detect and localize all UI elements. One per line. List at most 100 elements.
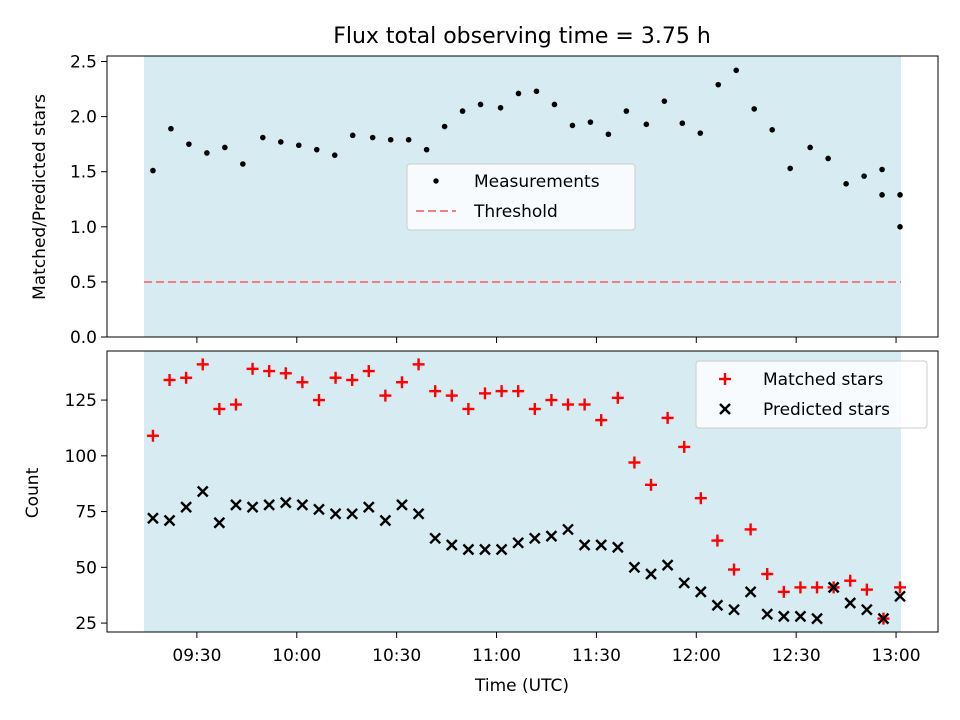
matched-star-point <box>744 523 757 536</box>
measurement-point <box>295 142 302 149</box>
measurement-point <box>679 120 686 127</box>
predicted-star-point <box>445 539 458 551</box>
matched-star-point <box>462 402 475 415</box>
predicted-star-point <box>213 516 226 529</box>
predicted-star-point <box>645 568 657 580</box>
matched-star-point <box>429 385 442 398</box>
bottom-xtick-label: 09:30 <box>172 646 221 666</box>
matched-star-point <box>246 362 259 375</box>
bottom-axes-frame <box>106 350 939 633</box>
predicted-star-point <box>711 599 724 612</box>
measurement-point <box>260 134 266 141</box>
measurement-point <box>697 130 704 136</box>
bottom-x-label: Time (UTC) <box>474 676 569 696</box>
predicted-star-point <box>611 541 624 554</box>
measurement-point <box>605 131 612 138</box>
predicted-star-point <box>429 532 442 545</box>
bottom-xtick-label: 10:00 <box>272 646 321 666</box>
matched-stars-points <box>146 358 907 625</box>
predicted-star-point <box>246 501 259 513</box>
matched-star-point <box>678 440 691 453</box>
top-title: Flux total observing time = 3.75 h <box>333 24 711 49</box>
matched-star-point <box>362 365 375 378</box>
matched-star-point <box>777 585 790 598</box>
top-legend: Measurements Threshold <box>406 163 636 231</box>
matched-star-point <box>628 456 641 469</box>
legend-matched-label: Matched stars <box>763 370 883 390</box>
top-x-ticks <box>196 337 897 343</box>
predicted-star-point <box>479 543 491 556</box>
matched-star-point <box>661 411 674 424</box>
top-y-ticks: 0.0 0.5 1.0 1.5 2.0 2.5 <box>70 53 107 348</box>
predicted-star-point <box>694 586 707 598</box>
predicted-star-point <box>761 608 774 621</box>
bottom-xtick-label: 13:00 <box>872 646 921 666</box>
matched-star-point <box>296 376 309 389</box>
measurement-points <box>150 67 903 230</box>
matched-star-point <box>761 568 774 581</box>
top-ytick-label: 0.5 <box>70 273 97 293</box>
bottom-ytick-label: 75 <box>75 503 97 523</box>
measurement-point <box>313 146 320 153</box>
predicted-star-point <box>462 543 475 556</box>
matched-star-point <box>346 373 359 386</box>
measurement-point <box>551 101 558 108</box>
predicted-star-point <box>728 603 740 616</box>
measurement-point <box>387 136 394 143</box>
matched-star-point <box>495 385 508 398</box>
matched-star-point <box>196 358 209 371</box>
measurement-point <box>623 108 630 114</box>
measurement-point <box>769 127 775 133</box>
matched-star-point <box>263 365 276 378</box>
bottom-y-label: Count <box>23 467 43 518</box>
bottom-ytick-label: 100 <box>65 447 97 467</box>
measurement-point <box>751 106 758 112</box>
predicted-star-point <box>362 501 375 513</box>
predicted-star-point <box>794 610 807 623</box>
measurement-point <box>515 90 522 97</box>
measurement-point <box>897 224 903 230</box>
matched-star-point <box>595 414 608 427</box>
measurement-point <box>459 108 466 114</box>
measurement-point <box>497 104 504 111</box>
bottom-xtick-label: 12:30 <box>772 646 821 666</box>
matched-star-point <box>844 574 857 587</box>
matched-star-point <box>894 581 907 594</box>
matched-star-point <box>412 358 425 371</box>
predicted-star-point <box>512 536 525 549</box>
matched-star-point <box>329 371 342 384</box>
legend-matched-marker <box>719 373 731 385</box>
measurement-point <box>441 123 448 130</box>
matched-star-point <box>611 391 624 404</box>
predicted-star-point <box>263 499 276 511</box>
predicted-star-point <box>562 523 574 536</box>
measurement-point <box>369 134 376 141</box>
legend-predicted-label: Predicted stars <box>763 400 890 420</box>
predicted-star-point <box>230 499 242 511</box>
matched-star-point <box>312 394 325 407</box>
matched-star-point <box>528 402 541 415</box>
measurement-point <box>150 167 156 174</box>
matched-star-point <box>545 394 558 407</box>
predicted-star-point <box>313 503 325 516</box>
matched-star-point <box>395 376 408 389</box>
matched-star-point <box>711 534 724 547</box>
matched-star-point <box>645 478 658 491</box>
bottom-ytick-label: 50 <box>75 558 97 578</box>
bottom-xtick-label: 12:00 <box>672 646 721 666</box>
bottom-xtick-label: 10:30 <box>372 646 421 666</box>
matched-star-point <box>562 398 575 411</box>
matched-star-point <box>213 402 226 415</box>
matched-star-point <box>445 389 458 402</box>
bottom-panel: 25 50 75 100 125 09:30 10:00 10:30 11:00 11:30 12… <box>23 350 939 696</box>
predicted-star-point <box>163 514 176 527</box>
predicted-star-point <box>578 539 591 551</box>
measurement-point <box>569 122 576 129</box>
top-ytick-label: 0.0 <box>70 328 97 348</box>
predicted-star-point <box>495 543 508 556</box>
predicted-star-point <box>877 612 890 625</box>
bottom-xtick-label: 11:00 <box>472 646 521 666</box>
predicted-star-point <box>777 610 790 623</box>
predicted-star-point <box>545 530 558 542</box>
matched-star-point <box>860 583 873 596</box>
